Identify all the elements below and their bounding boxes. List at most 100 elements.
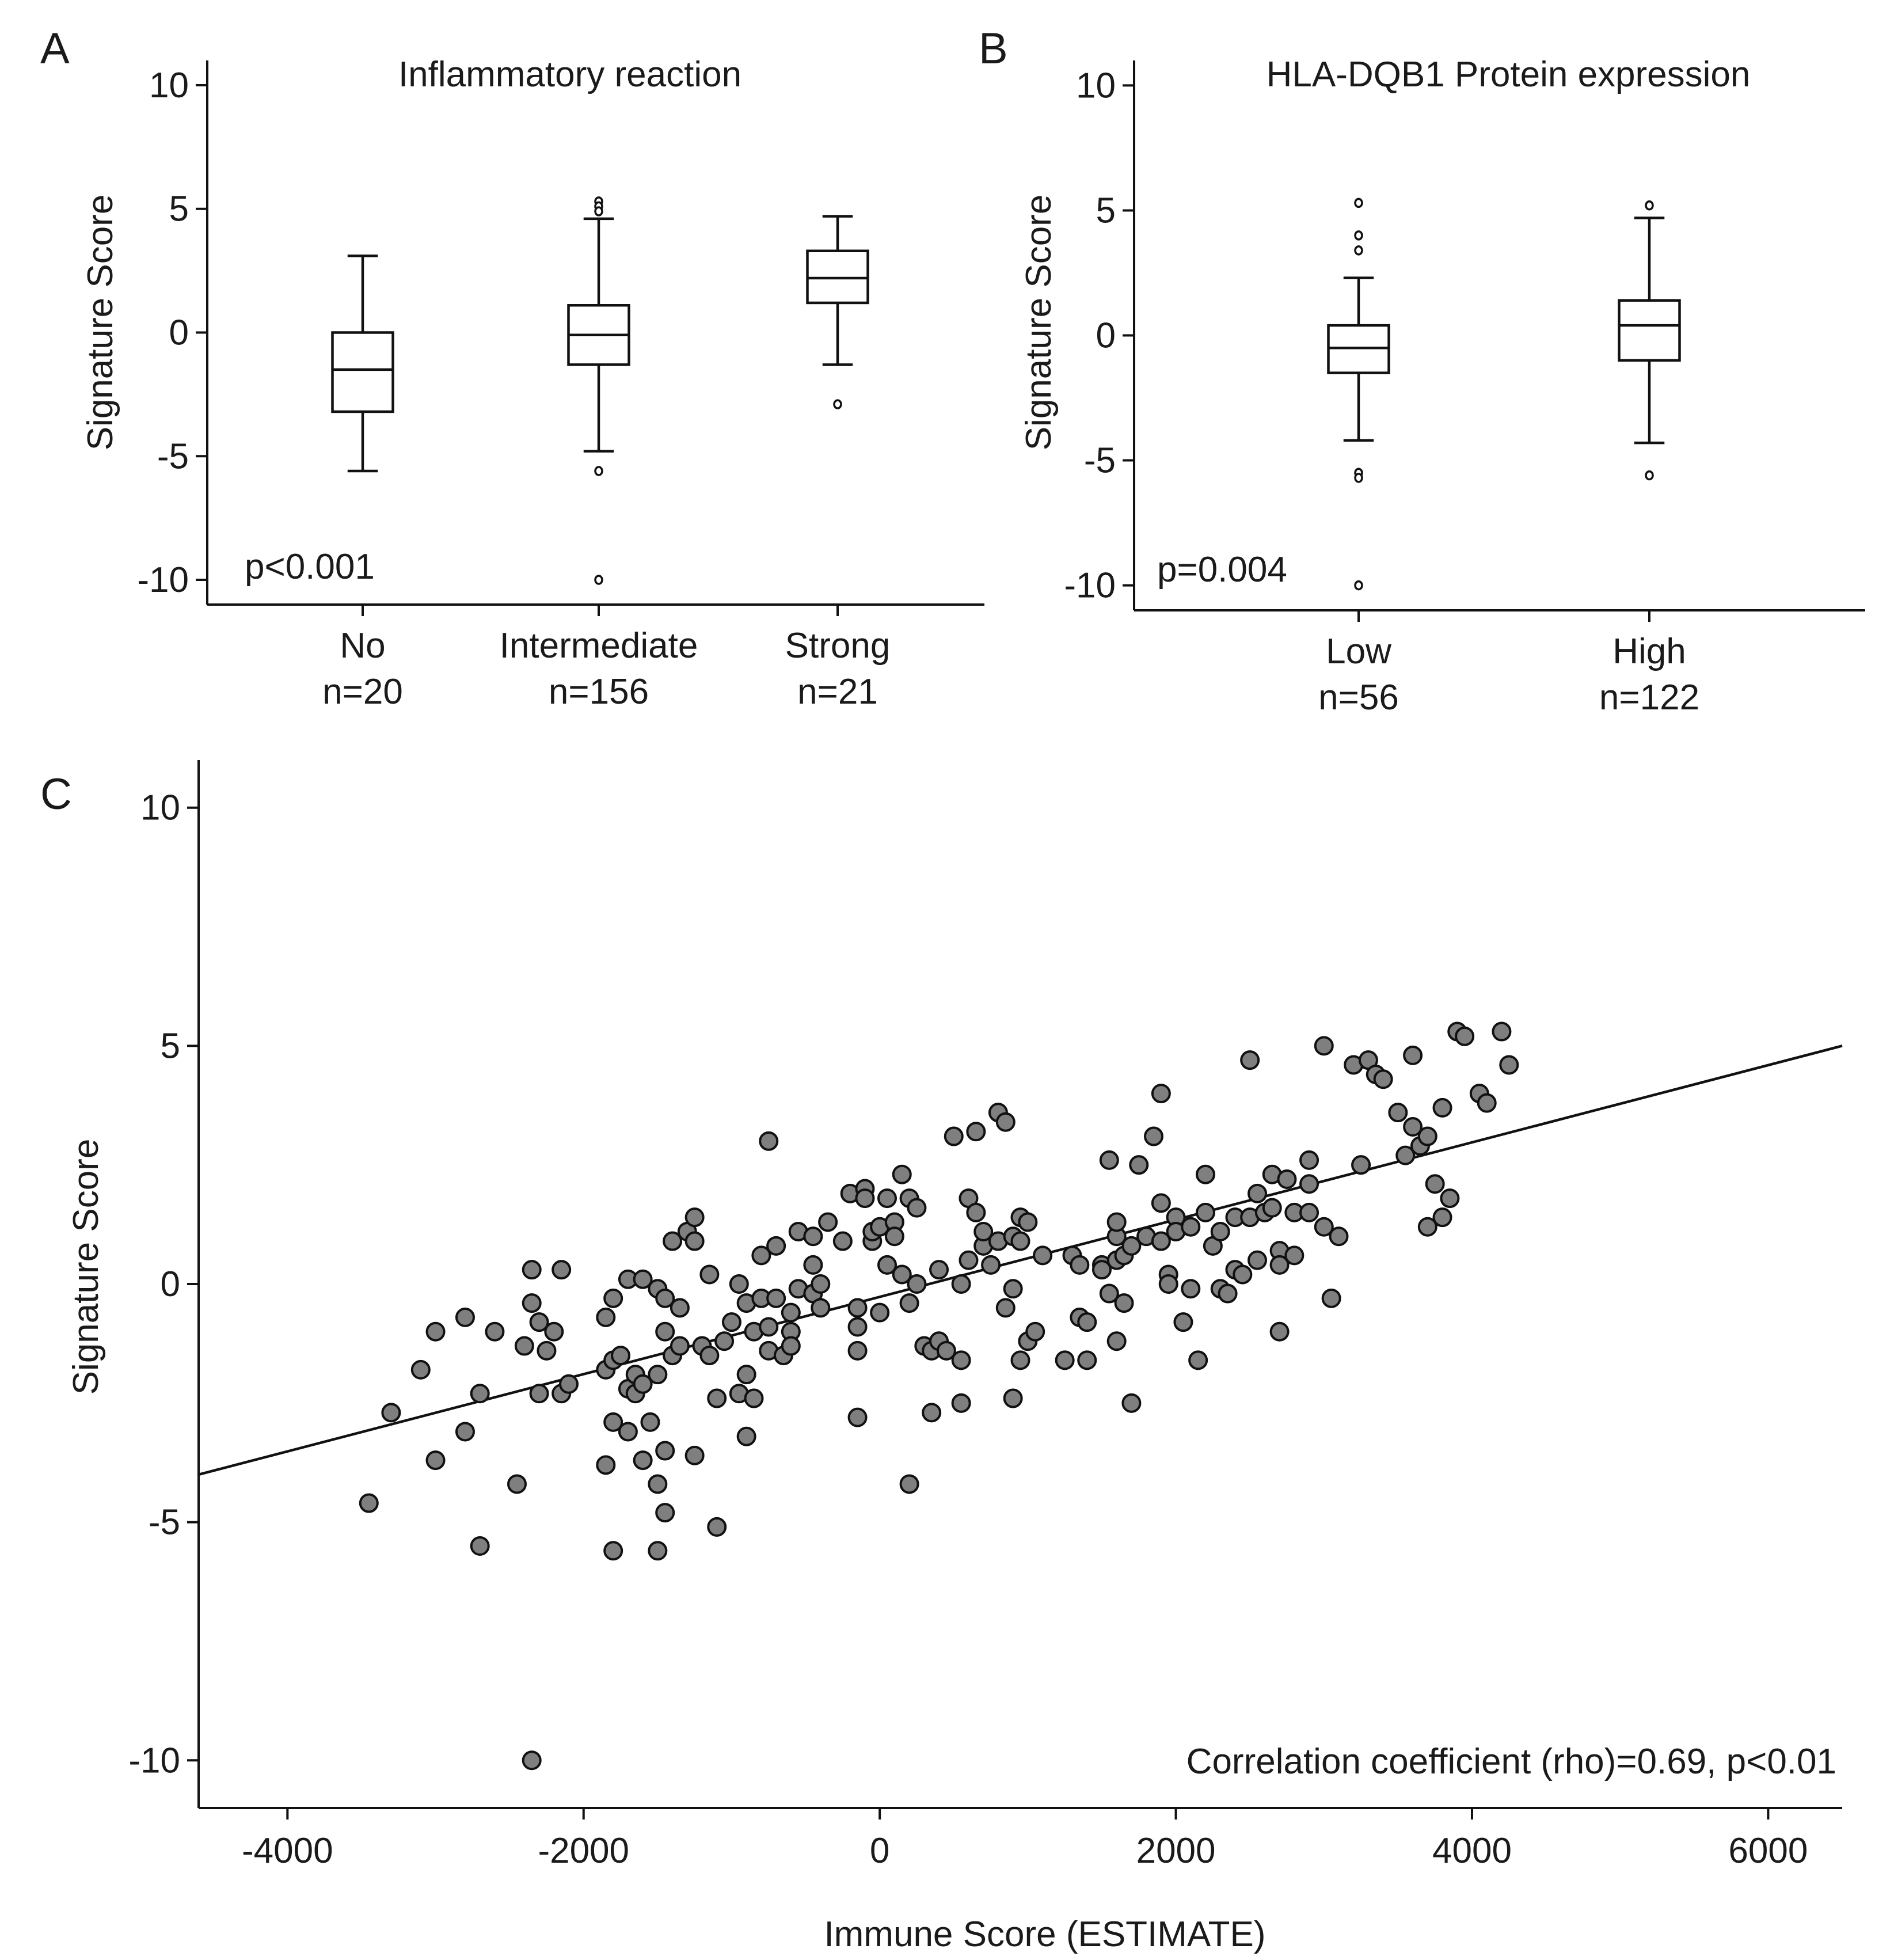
panel-c-data-point xyxy=(1314,1217,1334,1237)
panel-c-x-tick-label: 4000 xyxy=(1432,1831,1512,1871)
panel-a-y-axis-label: Signature Score xyxy=(81,195,120,451)
panel-a-y-tick-label: 5 xyxy=(169,189,189,229)
panel-c-data-point xyxy=(973,1222,994,1241)
panel-c-data-point xyxy=(603,1288,623,1308)
panel-a-plot-area: 10 5 0 -5 -10 No n=20 Intermediate n=156 Strong n=… xyxy=(137,60,984,712)
panel-a-x-tick-label: Strong xyxy=(785,626,891,666)
panel-c-data-point xyxy=(596,1455,616,1475)
panel-c-data-point xyxy=(1284,1245,1304,1266)
panel-c-data-point xyxy=(596,1307,616,1327)
panel-c-data-point xyxy=(633,1450,653,1471)
panel-b-outlier xyxy=(1354,197,1363,208)
panel-b-title: HLA-DQB1 Protein expression xyxy=(1267,55,1751,94)
panel-c-data-point xyxy=(655,1321,675,1342)
panel-c-data-point xyxy=(1010,1350,1030,1370)
panel-b-box xyxy=(1618,299,1681,362)
panel-c-x-tick-label: 6000 xyxy=(1728,1831,1808,1871)
panel-c-data-point xyxy=(870,1302,890,1323)
panel-c-data-point xyxy=(529,1384,549,1404)
panel-c-data-point xyxy=(633,1374,653,1394)
panel-c-y-tick-label: -5 xyxy=(149,1503,180,1543)
panel-c-data-point xyxy=(425,1321,446,1342)
panel-c-data-point xyxy=(951,1393,971,1413)
panel-c-data-point xyxy=(1299,1174,1319,1194)
panel-c-data-point xyxy=(1158,1274,1178,1294)
panel-c-x-tick-label: -2000 xyxy=(538,1831,629,1871)
panel-c-data-point xyxy=(1314,1036,1334,1056)
panel-c-data-point xyxy=(759,1317,779,1337)
panel-c-data-point xyxy=(1018,1212,1038,1232)
panel-c-data-point xyxy=(892,1264,912,1285)
panel-a-outlier xyxy=(594,466,603,476)
panel-c-data-point xyxy=(1240,1050,1260,1070)
panel-b: B HLA-DQB1 Protein expression Signature … xyxy=(979,24,1865,717)
panel-c-data-point xyxy=(663,1231,683,1251)
panel-c-data-point xyxy=(929,1260,949,1280)
panel-c-data-point xyxy=(381,1403,401,1423)
panel-c-data-point xyxy=(537,1340,557,1361)
panel-c-data-point xyxy=(1114,1293,1134,1313)
panel-a-x-tick-label: No xyxy=(340,626,385,666)
panel-c-data-point xyxy=(966,1122,986,1142)
panel-c-data-point xyxy=(611,1346,631,1366)
panel-c-data-point xyxy=(522,1293,542,1313)
panel-a-y-tick-label: 10 xyxy=(149,66,189,105)
panel-c-data-point xyxy=(522,1750,542,1771)
panel-c-data-point xyxy=(877,1255,897,1275)
panel-c-data-point xyxy=(1248,1250,1268,1270)
panel-c-data-point xyxy=(1143,1126,1163,1146)
panel-c-data-point xyxy=(699,1346,720,1366)
panel-c-y-tick-label: -10 xyxy=(128,1741,180,1780)
panel-c-data-point xyxy=(1248,1183,1268,1203)
panel-c-data-point xyxy=(1277,1169,1297,1189)
panel-c-data-point xyxy=(966,1202,986,1222)
panel-c-data-point xyxy=(877,1188,897,1209)
panel-c-data-point xyxy=(744,1388,764,1408)
panel-b-p-value: p=0.004 xyxy=(1157,550,1287,590)
panel-c-data-point xyxy=(1055,1350,1075,1370)
panel-c-data-point xyxy=(1417,1126,1437,1146)
panel-c-data-point xyxy=(655,1288,675,1308)
panel-b-x-tick-label: Low xyxy=(1326,632,1391,671)
panel-c-data-point xyxy=(847,1298,868,1318)
panel-c-y-tick-label: 0 xyxy=(161,1264,180,1304)
panel-c-data-point xyxy=(832,1231,853,1251)
panel-c-data-point xyxy=(951,1350,971,1370)
panel-c-data-point xyxy=(552,1260,572,1280)
panel-c-data-point xyxy=(470,1536,490,1556)
panel-c-data-point xyxy=(1173,1312,1193,1332)
panel-b-group-count: n=56 xyxy=(1318,678,1399,717)
panel-c-data-point xyxy=(707,1388,727,1408)
panel-c-data-point xyxy=(1477,1093,1497,1113)
panel-c-data-point xyxy=(1151,1231,1171,1251)
panel-c-data-point xyxy=(1432,1207,1452,1228)
panel-c-data-point xyxy=(707,1517,727,1537)
panel-c-data-point xyxy=(684,1231,705,1251)
panel-c-data-point xyxy=(1010,1231,1030,1251)
panel-c-data-point xyxy=(410,1359,431,1380)
panel-a-outlier xyxy=(594,575,603,585)
panel-c-data-point xyxy=(529,1312,549,1332)
panel-c-data-point xyxy=(1403,1117,1423,1137)
panel-c-data-point xyxy=(618,1422,638,1442)
panel-c-data-point xyxy=(1188,1350,1208,1370)
panel-c-data-point xyxy=(736,1365,756,1385)
panel-c-data-point xyxy=(1003,1279,1023,1299)
panel-c-data-point xyxy=(847,1340,868,1361)
panel-c-data-point xyxy=(655,1441,675,1461)
panel-a-outlier xyxy=(594,206,603,216)
panel-c-data-point xyxy=(751,1245,771,1266)
panel-c-data-point xyxy=(359,1493,379,1513)
panel-a-group-count: n=20 xyxy=(322,672,403,712)
panel-c-data-point xyxy=(1003,1388,1023,1408)
panel-c-data-point xyxy=(633,1269,653,1289)
panel-c-data-point xyxy=(1269,1321,1290,1342)
panel-c-data-point xyxy=(648,1474,668,1494)
panel-c-data-point xyxy=(1106,1331,1127,1351)
panel-c-data-point xyxy=(1181,1279,1201,1299)
panel-c-data-point xyxy=(699,1264,720,1285)
panel-c-data-point xyxy=(544,1321,564,1342)
panel-c-x-tick-label: 0 xyxy=(870,1831,889,1871)
panel-c-data-point xyxy=(781,1302,801,1323)
panel-c-data-point xyxy=(995,1112,1016,1132)
